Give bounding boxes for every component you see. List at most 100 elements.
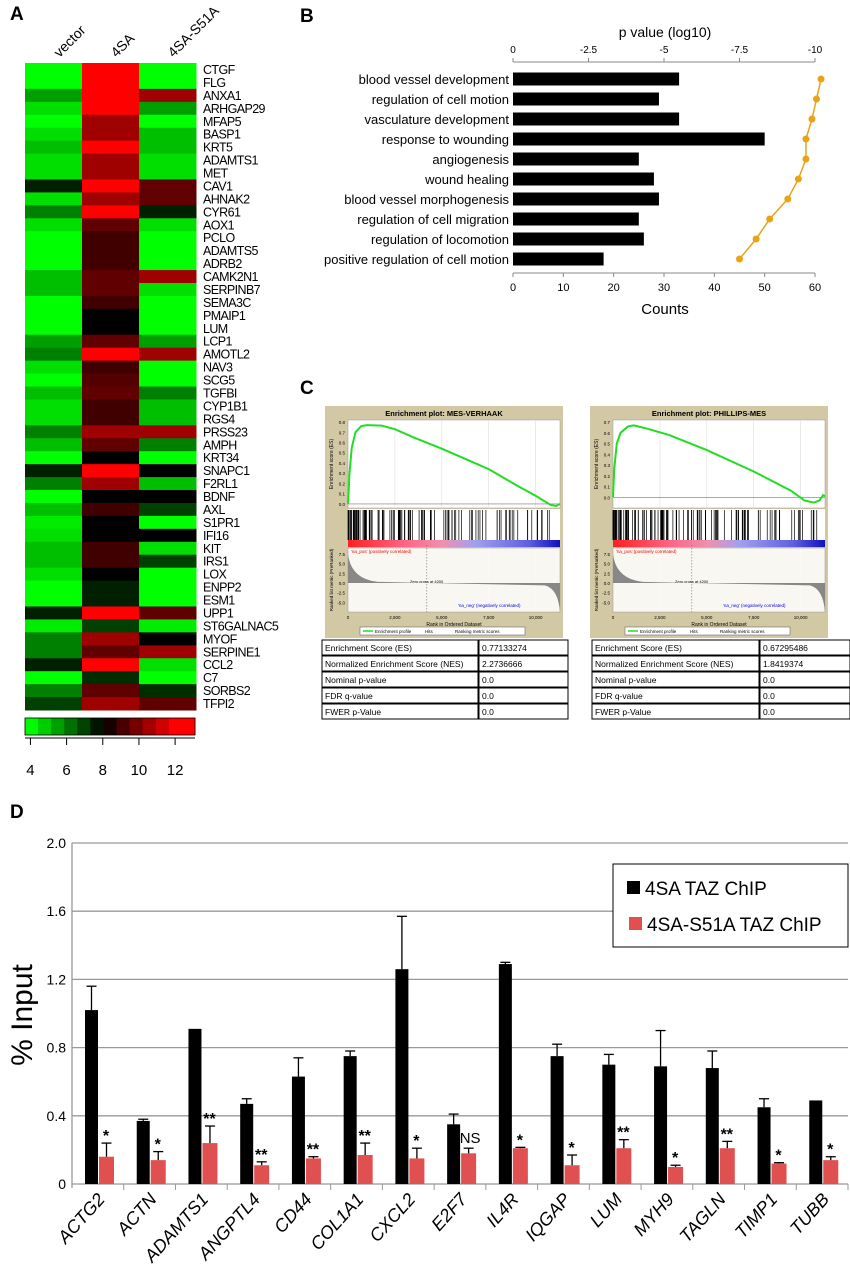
heatmap-gene-label: AOX1 (203, 218, 235, 232)
heatmap-cell (82, 528, 140, 543)
legend-label: 4SA-S51A TAZ ChIP (647, 915, 822, 936)
es-tick-label: 0.7 (339, 430, 346, 435)
heatmap-cell (82, 88, 140, 103)
go-term-label: regulation of cell migration (357, 212, 509, 227)
correlation-band (348, 540, 560, 547)
heatmap-cell (139, 153, 197, 168)
heatmap-cell (25, 308, 83, 323)
bar-4sa (602, 1064, 616, 1184)
heatmap-gene-label: BDNF (203, 490, 236, 504)
heatmap-gene-label: ADRB2 (203, 257, 242, 271)
heatmap-cell (82, 321, 140, 336)
heatmap-cell (82, 63, 140, 77)
heatmap-cell (82, 567, 140, 582)
heatmap-cell (139, 477, 197, 491)
heatmap-cell (139, 386, 197, 400)
positive-label: 'na_pos' (positively correlated) (351, 549, 412, 554)
rank-axis-label: Rank in Ordered Dataset (691, 622, 747, 628)
heatmap-gene-label: LUM (203, 322, 228, 336)
heatmap-cell (139, 270, 197, 284)
metric-axis-label: Ranked list metric (PreRanked) (329, 548, 334, 611)
heatmap-cell (82, 451, 140, 465)
heatmap-gene-label: PCLO (203, 231, 236, 245)
es-tick-label: 0.0 (604, 495, 611, 500)
heatmap-cell (25, 192, 83, 206)
es-tick-label: 0.4 (339, 461, 346, 466)
metric-tick-label: -2.5 (602, 591, 610, 596)
stats-label-cell (321, 655, 479, 672)
top-axis-tick-label: -7.5 (731, 45, 749, 56)
bar-4sa (291, 1076, 305, 1184)
heatmap-cell (25, 114, 83, 129)
heatmap-cell (82, 75, 140, 90)
stats-label: FDR q-value (595, 691, 643, 701)
bottom-axis-tick-label: 20 (608, 282, 620, 294)
metric-tick-label: -5.0 (602, 600, 610, 605)
heatmap-cell (82, 257, 140, 271)
heatmap-cell (25, 127, 83, 142)
bar-4sa-s51a (305, 1158, 321, 1184)
stats-value: 0.0 (482, 675, 494, 685)
heatmap-cell (82, 244, 140, 258)
heatmap-cell (82, 399, 140, 413)
bar-4sa (757, 1107, 771, 1184)
heatmap-cell (25, 645, 83, 659)
heatmap-gene-label: PMAIP1 (203, 309, 246, 323)
heatmap-cell (139, 515, 197, 530)
heatmap-gene-label: BASP1 (203, 128, 241, 142)
significance-label: * (775, 1148, 782, 1165)
significance-label: ** (255, 1147, 268, 1164)
es-axis-label: Enrichment score (ES) (329, 439, 335, 490)
colorbar-tick-label: 8 (99, 762, 107, 779)
heatmap-cell (25, 166, 83, 180)
stats-label-cell (321, 703, 479, 720)
ranked-metric-fill (613, 554, 825, 612)
heatmap-gene-label: MYOF (203, 632, 238, 646)
heatmap-cell (25, 606, 83, 620)
heatmap-cell (139, 334, 197, 349)
gsea-plot: Enrichment plot: PHILLIPS-MES 0.7 0.6 0.5 0.… (590, 406, 850, 720)
heatmap-cell (82, 231, 140, 245)
heatmap-gene-label: NAV3 (203, 361, 233, 375)
heatmap-cell (82, 425, 140, 439)
heatmap-column-label: vector (50, 22, 89, 61)
legend-swatch-4sa (627, 881, 640, 894)
rank-tick-label: 7,500 (483, 615, 495, 620)
heatmap-cell (82, 192, 140, 206)
heatmap-cell (139, 373, 197, 387)
bar-4sa-s51a (150, 1160, 166, 1184)
heatmap-cell (139, 179, 197, 193)
heatmap-gene-label: SCG5 (203, 374, 235, 388)
y-tick-label: 0 (58, 1176, 66, 1192)
heatmap-gene-label: CCL2 (203, 658, 233, 672)
gsea-legend-item: Enrichment profile (640, 629, 677, 634)
panel-label-a: A (10, 4, 24, 25)
heatmap-cell (139, 127, 197, 142)
heatmap-cell (25, 75, 83, 90)
pvalue-point (784, 195, 792, 203)
heatmap-gene-label: ESM1 (203, 594, 235, 608)
heatmap-cell (25, 671, 83, 685)
y-tick-label: 1.6 (47, 903, 67, 919)
gene-category-label: COL1A1 (306, 1189, 367, 1254)
es-plot-area (347, 419, 561, 509)
stats-value: 1.8419374 (763, 659, 803, 669)
rank-tick-label: 5,000 (436, 615, 448, 620)
heatmap-cell (139, 554, 197, 569)
pvalue-point (794, 175, 802, 183)
significance-label: * (103, 1128, 110, 1145)
heatmap-cell (139, 101, 197, 116)
heatmap-cell (139, 308, 197, 323)
stats-label-cell (321, 671, 479, 688)
heatmap-cell (82, 179, 140, 193)
stats-label-cell (591, 655, 760, 672)
bar-4sa (654, 1066, 668, 1184)
bar-4sa (395, 969, 409, 1184)
heatmap-cell (139, 697, 197, 711)
colorbar-swatch (64, 718, 78, 735)
stats-value: 0.0 (482, 691, 494, 701)
gene-category-label: ACTG2 (53, 1189, 109, 1248)
heatmap-cell (25, 451, 83, 465)
es-tick-label: 0.3 (339, 471, 346, 476)
heatmap-gene-label: SEMA3C (203, 296, 251, 310)
